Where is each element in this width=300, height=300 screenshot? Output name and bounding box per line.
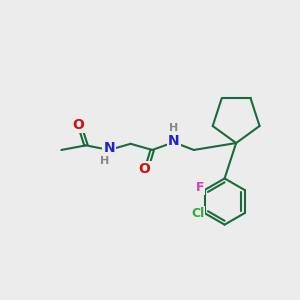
Text: O: O — [72, 118, 84, 131]
Text: N: N — [103, 141, 115, 155]
Text: O: O — [139, 162, 150, 176]
Text: Cl: Cl — [191, 207, 204, 220]
Text: F: F — [196, 181, 204, 194]
Text: H: H — [100, 156, 109, 166]
Text: H: H — [169, 123, 178, 133]
Text: N: N — [168, 134, 180, 148]
